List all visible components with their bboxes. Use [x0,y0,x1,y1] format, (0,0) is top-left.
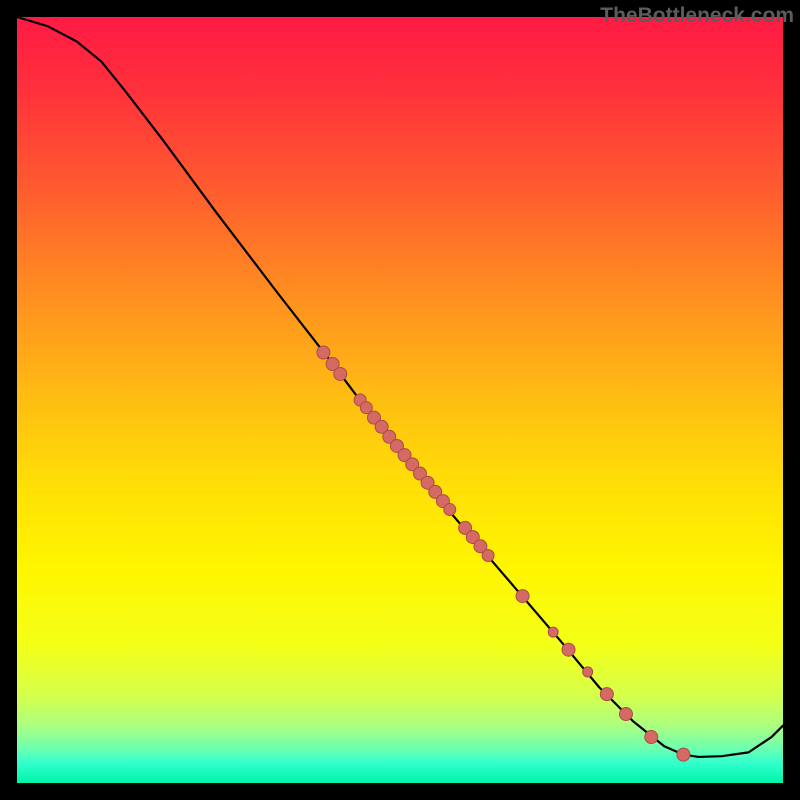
data-marker [317,346,330,359]
data-marker [482,550,494,562]
data-marker [677,748,690,761]
data-marker [583,667,593,677]
data-marker [600,688,613,701]
data-marker [645,731,658,744]
data-marker [562,643,575,656]
data-marker [548,627,558,637]
data-marker [334,367,347,380]
plot-background [17,17,783,783]
plot-svg [0,0,800,800]
data-marker [444,504,456,516]
data-marker [516,590,529,603]
data-marker [619,708,632,721]
bottleneck-chart: TheBottleneck.com [0,0,800,800]
